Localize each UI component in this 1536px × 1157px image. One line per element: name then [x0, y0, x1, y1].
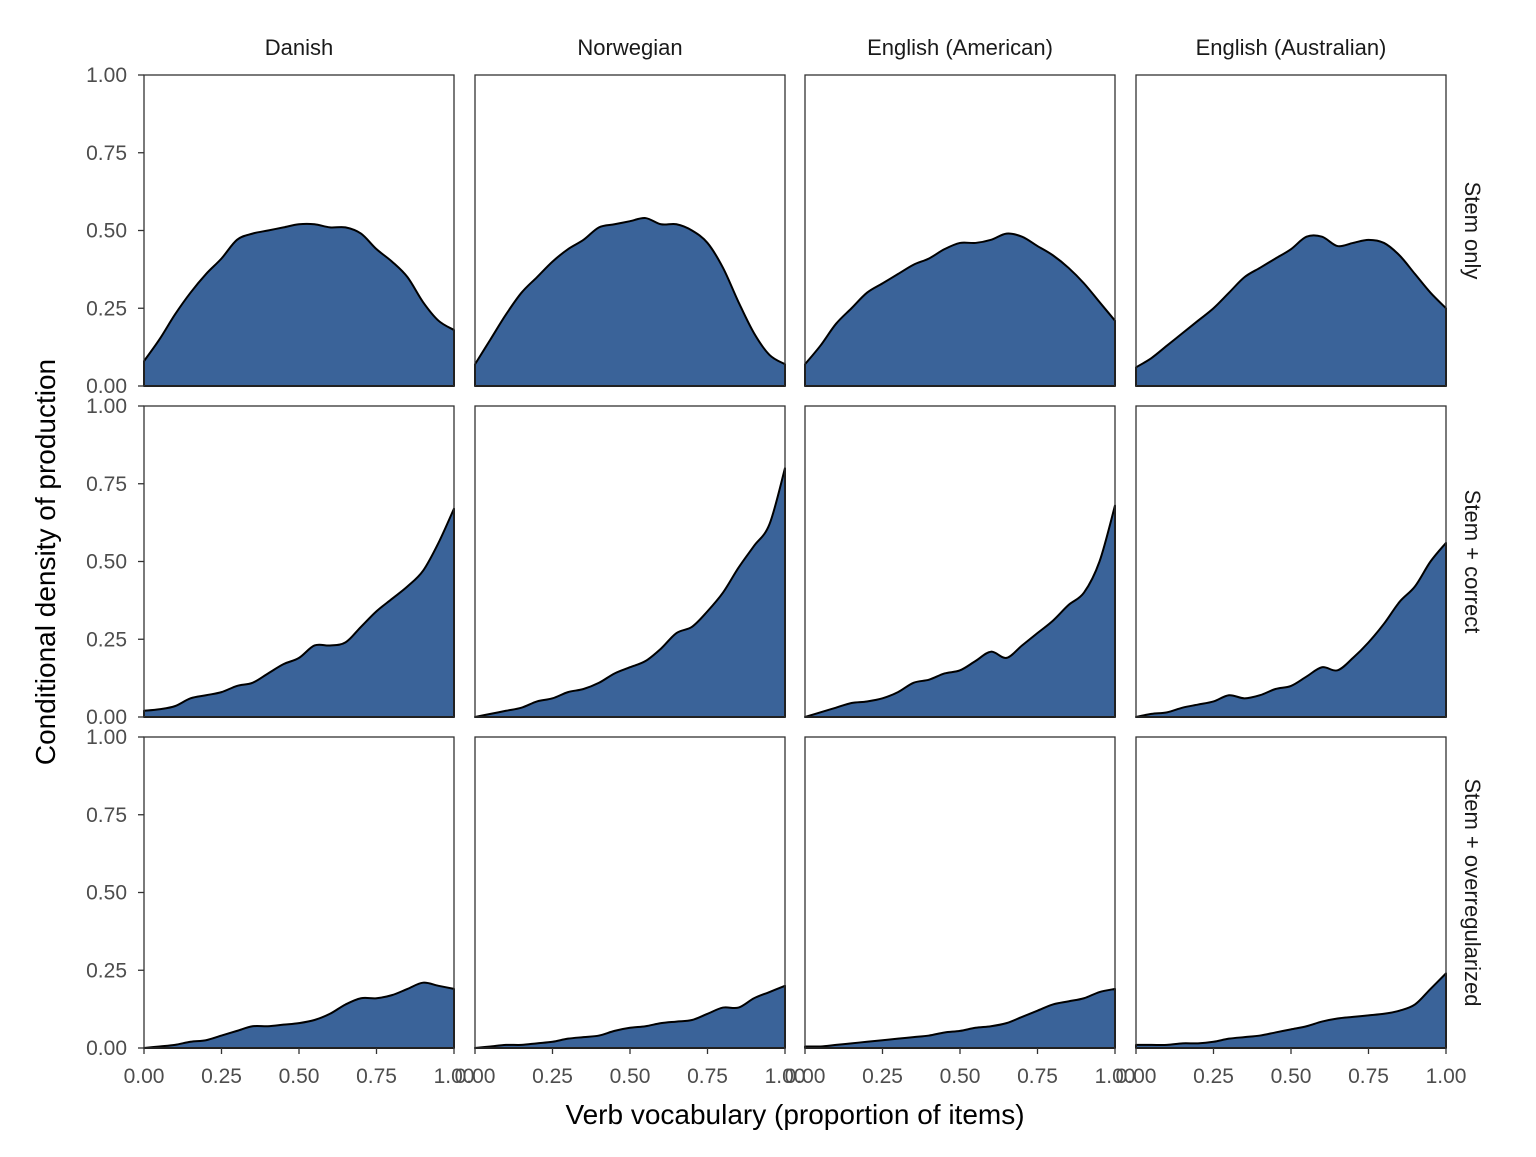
density-area-danish-stem-correct [143, 507, 455, 718]
panel-danish-stem-overregularized [143, 736, 455, 1049]
x-tick-label: 0.50 [940, 1065, 981, 1088]
x-tick-label: 0.00 [1116, 1065, 1157, 1088]
column-strip-english-american: English (American) [867, 35, 1053, 60]
density-area-english-american-stem-correct [804, 504, 1116, 718]
panel-background [805, 737, 1115, 1048]
density-area-english-american-stem-only [804, 232, 1116, 387]
y-tick-label: 0.00 [86, 1037, 127, 1060]
panel-background [1136, 737, 1446, 1048]
x-tick-label: 0.00 [785, 1065, 826, 1088]
density-area-english-australian-stem-overregularized [1135, 972, 1447, 1049]
x-tick-label: 0.25 [862, 1065, 903, 1088]
x-tick-label: 0.00 [124, 1065, 165, 1088]
density-area-norwegian-stem-overregularized [474, 984, 786, 1049]
x-tick-label: 1.00 [1095, 1065, 1136, 1088]
x-tick-label: 1.00 [765, 1065, 806, 1088]
panel-english-australian-stem-only [1135, 74, 1447, 387]
panels-layer [143, 74, 1447, 1049]
x-axis-title: Verb vocabulary (proportion of items) [565, 1099, 1024, 1130]
panel-norwegian-stem-only [474, 74, 786, 387]
y-tick-label: 0.25 [86, 959, 127, 982]
y-tick-label: 0.50 [86, 882, 127, 905]
density-area-english-australian-stem-only [1135, 234, 1447, 387]
panel-frame [474, 405, 786, 718]
x-tick-label: 0.75 [1348, 1065, 1389, 1088]
panel-english-australian-stem-correct [1135, 405, 1447, 718]
x-tick-label: 0.25 [532, 1065, 573, 1088]
row-strip-stem-overregularized: Stem + overregularized [1460, 778, 1485, 1006]
y-tick-label: 0.25 [86, 628, 127, 651]
y-tick-label: 0.00 [86, 706, 127, 729]
panel-english-american-stem-only [804, 74, 1116, 387]
panel-danish-stem-correct [143, 405, 455, 718]
y-tick-label: 0.50 [86, 551, 127, 574]
row-strip-stem-correct: Stem + correct [1460, 490, 1485, 634]
y-tick-label: 0.50 [86, 220, 127, 243]
panel-frame [804, 405, 1116, 718]
x-tick-label: 0.75 [687, 1065, 728, 1088]
column-strip-norwegian: Norwegian [577, 35, 682, 60]
panel-norwegian-stem-overregularized [474, 736, 786, 1049]
x-tick-label: 1.00 [1426, 1065, 1467, 1088]
panel-danish-stem-only [143, 74, 455, 387]
density-area-norwegian-stem-correct [474, 467, 786, 718]
y-tick-label: 0.75 [86, 142, 127, 165]
y-tick-label: 1.00 [86, 726, 127, 749]
y-tick-label: 0.25 [86, 297, 127, 320]
panel-english-american-stem-correct [804, 405, 1116, 718]
panel-english-american-stem-overregularized [804, 736, 1116, 1049]
x-tick-label: 0.75 [356, 1065, 397, 1088]
panel-background [475, 737, 785, 1048]
x-tick-label: 1.00 [434, 1065, 475, 1088]
y-tick-label: 1.00 [86, 64, 127, 87]
x-tick-label: 0.75 [1017, 1065, 1058, 1088]
y-tick-label: 1.00 [86, 395, 127, 418]
x-tick-label: 0.25 [1193, 1065, 1234, 1088]
x-tick-label: 0.00 [455, 1065, 496, 1088]
axes-layer: 0.000.250.500.751.000.000.250.500.751.00… [86, 64, 1466, 1088]
density-area-danish-stem-only [143, 222, 455, 387]
panel-norwegian-stem-correct [474, 405, 786, 718]
row-strip-stem-only: Stem only [1460, 182, 1485, 280]
density-area-english-australian-stem-correct [1135, 541, 1447, 718]
y-tick-label: 0.75 [86, 473, 127, 496]
column-strip-english-australian: English (Australian) [1196, 35, 1387, 60]
y-axis-title: Conditional density of production [30, 359, 61, 765]
panel-frame [1135, 74, 1447, 387]
x-tick-label: 0.50 [1271, 1065, 1312, 1088]
x-tick-label: 0.50 [279, 1065, 320, 1088]
x-tick-label: 0.25 [201, 1065, 242, 1088]
panel-english-australian-stem-overregularized [1135, 736, 1447, 1049]
strips-layer: Danish Norwegian English (American) English… [265, 35, 1485, 1007]
panel-frame [804, 74, 1116, 387]
density-area-danish-stem-overregularized [143, 981, 455, 1049]
panel-frame [1135, 405, 1447, 718]
column-strip-danish: Danish [265, 35, 333, 60]
density-area-english-american-stem-overregularized [804, 987, 1116, 1049]
y-tick-label: 0.75 [86, 804, 127, 827]
density-area-norwegian-stem-only [474, 217, 786, 387]
x-tick-label: 0.50 [610, 1065, 651, 1088]
panel-frame [474, 74, 786, 387]
y-tick-label: 0.00 [86, 375, 127, 398]
